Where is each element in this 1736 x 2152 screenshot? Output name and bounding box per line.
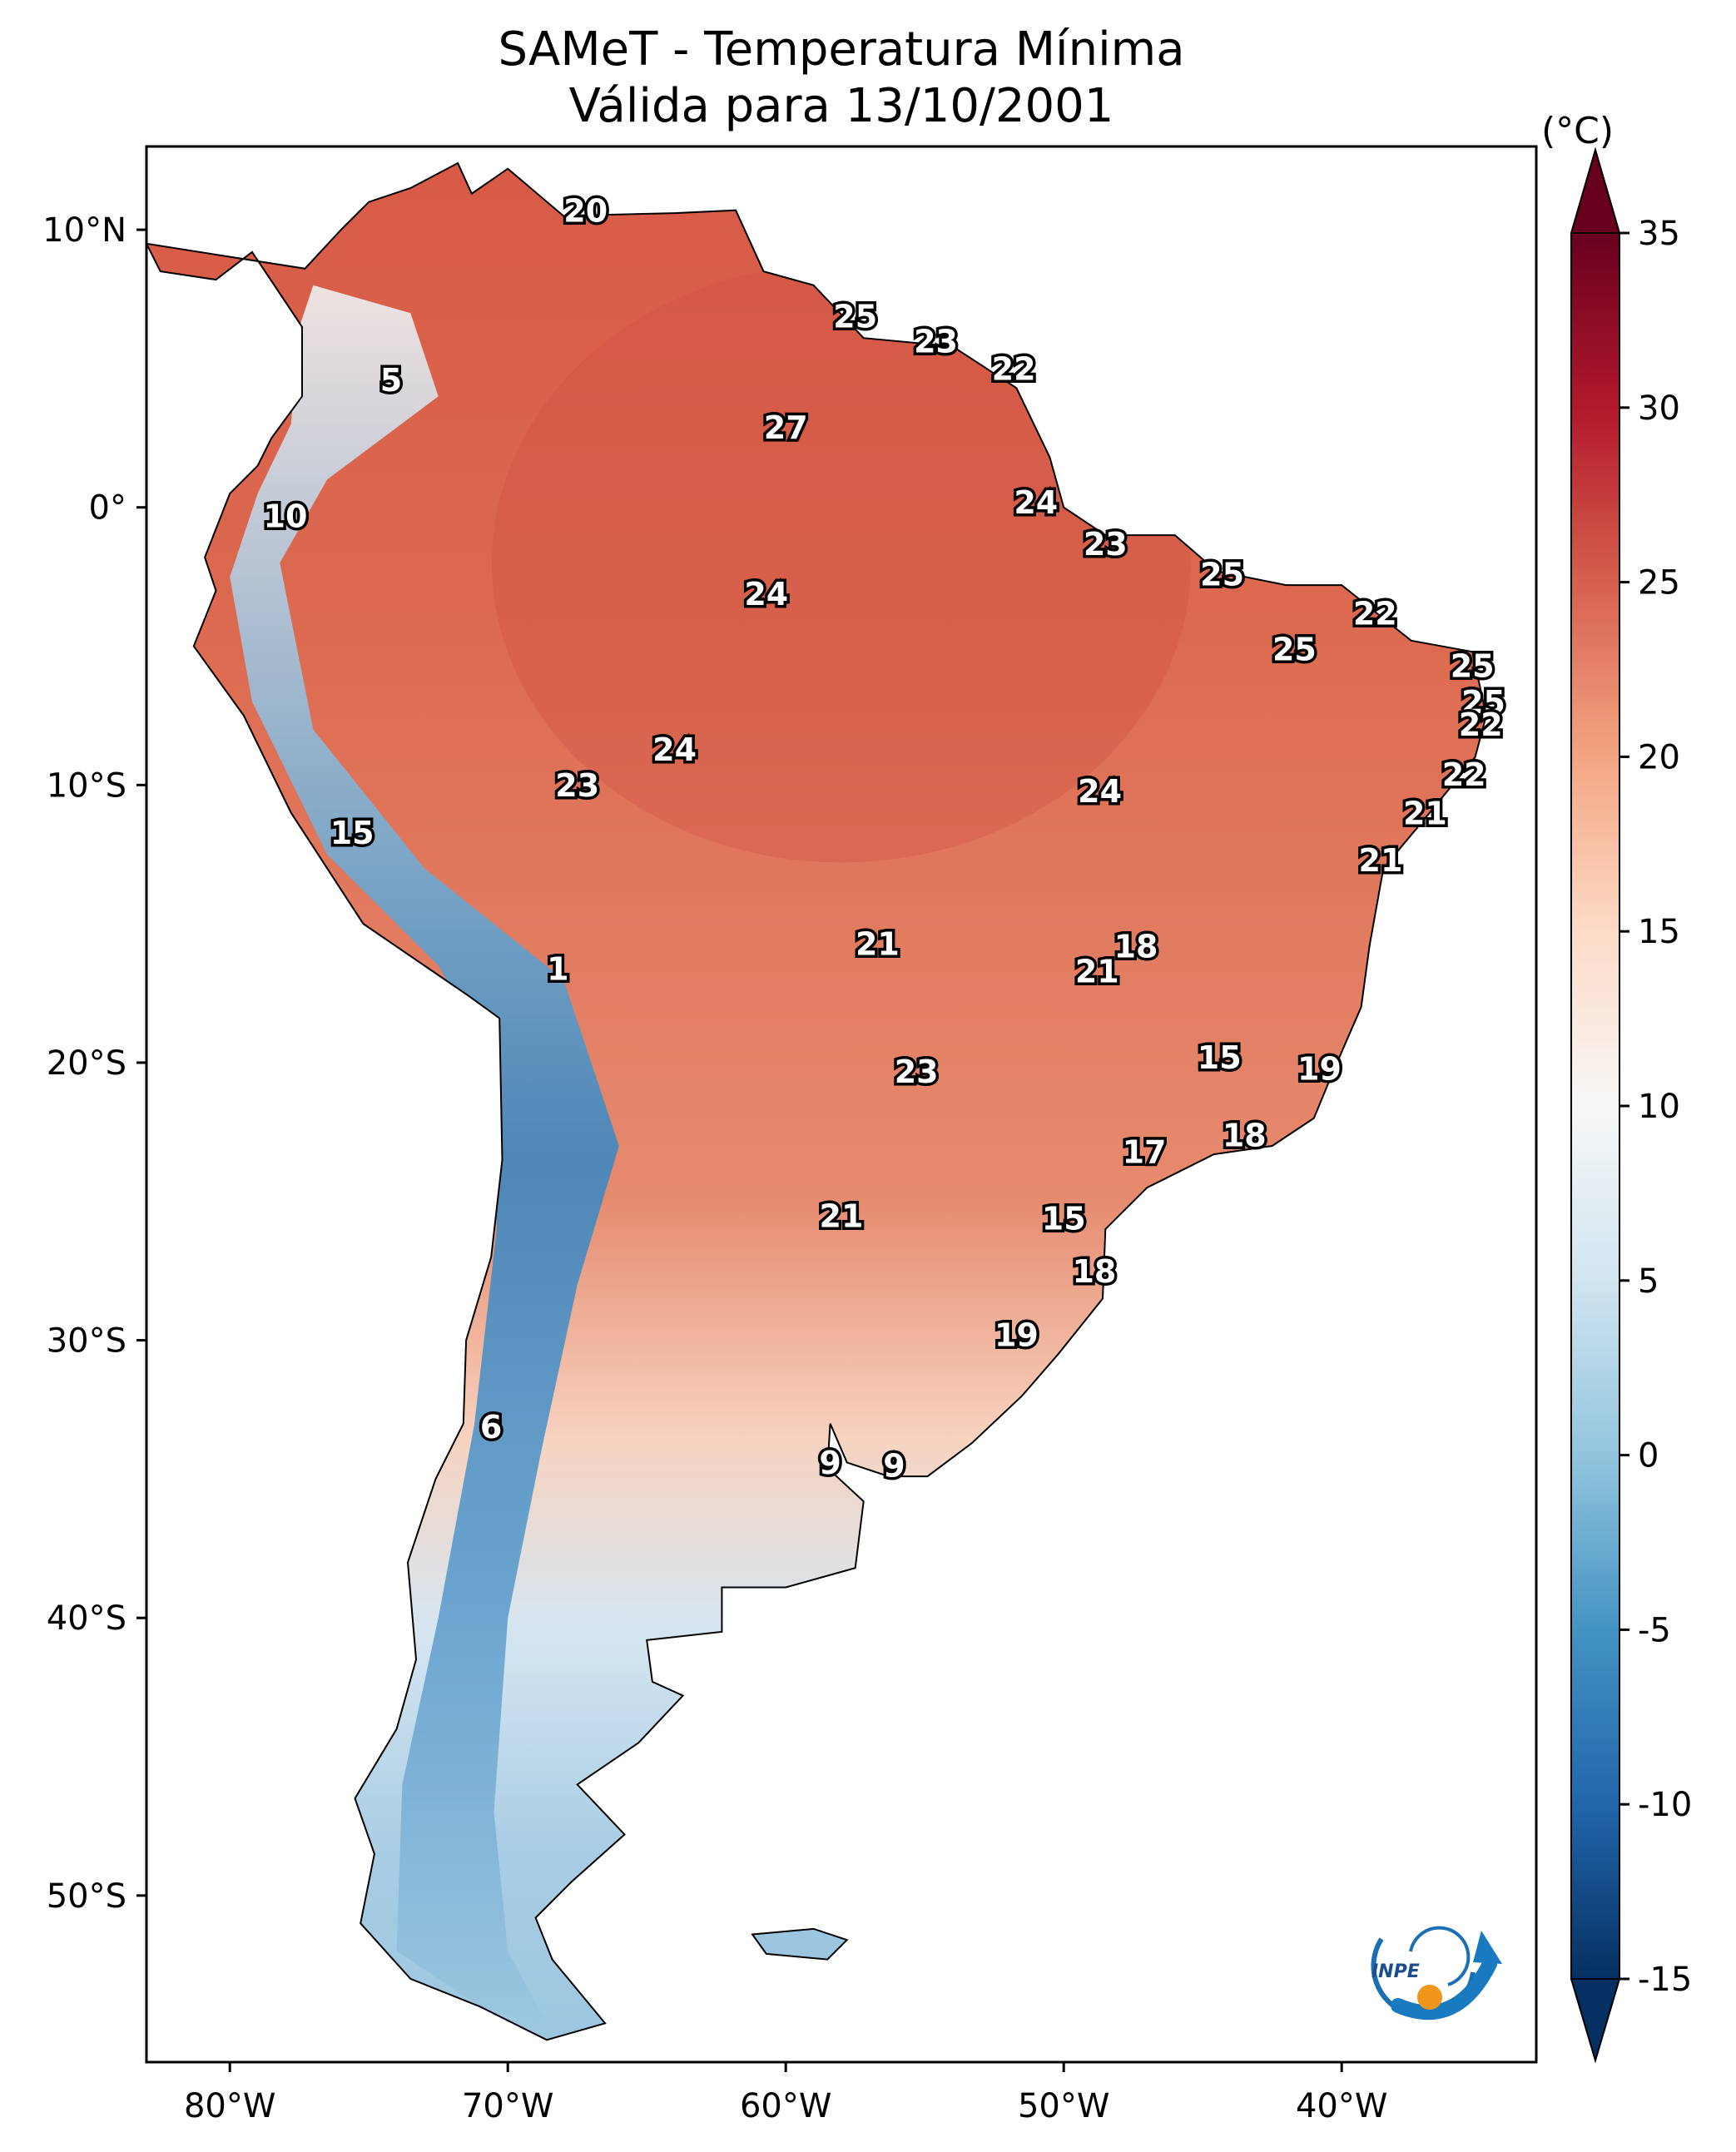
latitude-axis: 10°N 0° 10°S 20°S 30°S 40°S 50°S xyxy=(42,211,146,1916)
colorbar-body xyxy=(1571,233,1619,1979)
inpe-logo-text: INPE xyxy=(1371,1961,1420,1982)
lon-tick-label: 40°W xyxy=(1296,2087,1387,2125)
temperature-label: 23 xyxy=(914,323,958,359)
colorbar: 35 30 25 20 15 10 5 0 -5 -10 -15 xyxy=(1570,146,1692,2064)
lon-tick-label: 60°W xyxy=(740,2087,831,2125)
temperature-label: 23 xyxy=(895,1054,939,1090)
temperature-label: 27 xyxy=(764,409,808,446)
temperature-label: 25 xyxy=(1272,632,1317,668)
temperature-label: 23 xyxy=(1084,526,1128,563)
colorbar-tick-label: 15 xyxy=(1638,913,1680,951)
temperature-label: 25 xyxy=(833,298,877,335)
temperature-label: 9 xyxy=(883,1448,905,1485)
colorbar-tick-label: 30 xyxy=(1638,389,1680,428)
lat-tick-label: 10°S xyxy=(47,766,126,805)
temperature-label: 21 xyxy=(1075,954,1119,990)
temperature-label: 23 xyxy=(555,767,599,804)
lon-tick-label: 50°W xyxy=(1018,2087,1109,2125)
temperature-label: 15 xyxy=(1198,1039,1242,1076)
colorbar-max-extend xyxy=(1570,146,1621,234)
temperature-label: 15 xyxy=(330,815,374,851)
colorbar-tick-label: 0 xyxy=(1638,1437,1659,1475)
colorbar-tick-label: -5 xyxy=(1638,1611,1671,1649)
temperature-label: 24 xyxy=(1078,773,1122,810)
temperature-label: 6 xyxy=(480,1409,502,1445)
warm-core xyxy=(492,263,1191,863)
temperature-label: 21 xyxy=(1403,796,1447,832)
lat-tick-label: 40°S xyxy=(47,1599,126,1638)
temperature-label: 25 xyxy=(1461,684,1505,721)
colorbar-tick-label: -10 xyxy=(1638,1786,1692,1824)
temperature-label: 22 xyxy=(992,351,1036,388)
colorbar-tick-label: 10 xyxy=(1638,1088,1680,1126)
colorbar-tick-label: 25 xyxy=(1638,564,1680,602)
inpe-logo: INPE xyxy=(1371,1926,1502,2021)
lon-tick-label: 80°W xyxy=(184,2087,275,2125)
falkland-islands xyxy=(751,1927,849,1961)
temperature-label: 24 xyxy=(652,731,697,768)
colorbar-tick-label: 35 xyxy=(1638,215,1680,253)
temperature-label: 25 xyxy=(1200,557,1244,593)
temperature-label: 5 xyxy=(380,362,402,399)
colorbar-tick-label: 20 xyxy=(1638,738,1680,776)
temperature-label: 22 xyxy=(1353,595,1397,632)
longitude-axis: 80°W 70°W 60°W 50°W 40°W xyxy=(184,2062,1387,2125)
map-subtitle: Válida para 13/10/2001 xyxy=(568,79,1114,133)
lat-tick-label: 0° xyxy=(89,489,126,528)
lat-tick-label: 30°S xyxy=(47,1322,126,1361)
temperature-label: 24 xyxy=(1014,484,1058,521)
temperature-label: 19 xyxy=(1297,1050,1342,1087)
colorbar-unit: (°C) xyxy=(1541,110,1614,152)
temperature-label: 20 xyxy=(563,193,608,230)
temperature-label: 15 xyxy=(1042,1201,1086,1237)
temperature-label: 22 xyxy=(1459,707,1503,743)
map-title: SAMeT - Temperatura Mínima xyxy=(498,22,1185,77)
temperature-label: 18 xyxy=(1223,1118,1267,1154)
temperature-label: 25 xyxy=(1451,648,1495,685)
temperature-label: 21 xyxy=(856,925,900,962)
temperature-label: 10 xyxy=(264,498,308,535)
temperature-label: 1 xyxy=(547,950,568,987)
coastline xyxy=(145,161,1487,2041)
andes-cold-band xyxy=(230,285,619,2029)
temperature-label: 9 xyxy=(819,1445,841,1481)
temperature-label: 24 xyxy=(744,576,788,612)
lon-tick-label: 70°W xyxy=(462,2087,553,2125)
colorbar-tick-label: -15 xyxy=(1638,1961,1692,1999)
temperature-label: 18 xyxy=(1072,1253,1116,1290)
colorbar-min-extend xyxy=(1570,1978,1621,2064)
temperature-label: 22 xyxy=(1442,756,1486,793)
temperature-label: 21 xyxy=(820,1197,864,1234)
lat-tick-label: 20°S xyxy=(47,1044,126,1083)
temperature-label: 19 xyxy=(994,1317,1039,1354)
temperature-label: 17 xyxy=(1123,1134,1167,1171)
temperature-label: 18 xyxy=(1114,929,1158,965)
colorbar-tick-label: 5 xyxy=(1638,1262,1659,1301)
lat-tick-label: 50°S xyxy=(47,1877,126,1916)
temperature-label: 21 xyxy=(1359,842,1403,879)
lat-tick-label: 10°N xyxy=(42,211,126,250)
south-america-landmass xyxy=(145,161,1487,2041)
